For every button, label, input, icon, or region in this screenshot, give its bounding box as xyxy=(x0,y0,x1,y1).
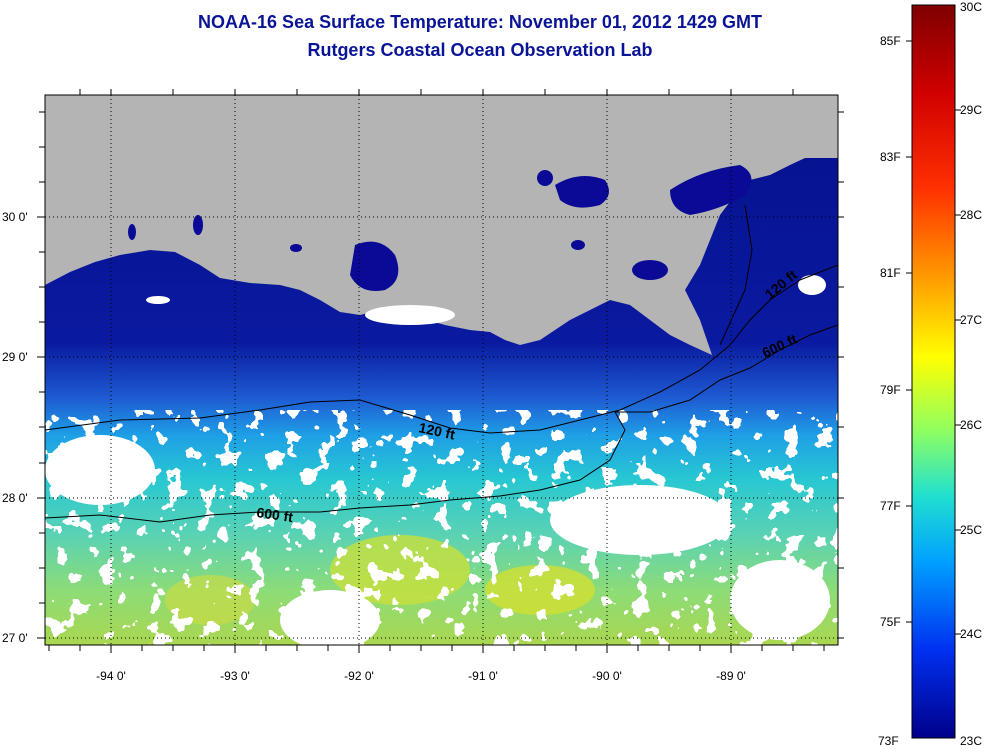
colorbar-fahrenheit-label: 81F xyxy=(880,266,901,280)
cloud-mask xyxy=(730,560,830,640)
cloud-mask xyxy=(365,305,455,325)
cloud-mask xyxy=(550,485,730,555)
inland-lake xyxy=(632,260,668,280)
colorbar-celsius-label: 29C xyxy=(960,103,982,117)
longitude-label: -91 0' xyxy=(468,669,498,683)
land-mass xyxy=(45,95,838,355)
colorbar-celsius-label: 25C xyxy=(960,523,982,537)
isobath-120ft xyxy=(45,264,838,434)
inland-lake xyxy=(193,215,203,235)
colorbar-fahrenheit-label: 85F xyxy=(880,34,901,48)
latitude-label: 27 0' xyxy=(2,631,28,645)
graticule xyxy=(45,95,838,645)
longitude-label: -94 0' xyxy=(96,669,126,683)
cloud-mask xyxy=(798,275,826,295)
colorbar-celsius-label: 28C xyxy=(960,208,982,222)
inland-lake xyxy=(350,241,399,291)
cloud-mask xyxy=(146,296,170,304)
colorbar-celsius-label: 26C xyxy=(960,418,982,432)
cloud-mask xyxy=(280,590,380,645)
inland-lake xyxy=(128,224,136,240)
colorbar-celsius-label: 23C xyxy=(960,734,982,748)
contour-label: 120 ft xyxy=(417,419,456,442)
inland-lake xyxy=(537,170,553,186)
latitude-label: 28 0' xyxy=(2,491,28,505)
colorbar-fahrenheit-label: 73F xyxy=(878,734,899,748)
latitude-label: 30 0' xyxy=(2,210,28,224)
inland-lake xyxy=(555,176,609,208)
longitude-label: -90 0' xyxy=(592,669,622,683)
isobath-600ft xyxy=(45,324,838,523)
cloud-mask xyxy=(45,435,155,505)
plot-frame xyxy=(44,94,839,646)
latitude-label: 29 0' xyxy=(2,350,28,364)
colorbar-fahrenheit-label: 79F xyxy=(880,383,901,397)
inland-lake xyxy=(290,244,302,252)
colorbar-celsius-label: 27C xyxy=(960,313,982,327)
temperature-colorbar xyxy=(911,4,956,739)
map-plot-area xyxy=(45,95,838,645)
colorbar-celsius-label: 24C xyxy=(960,627,982,641)
inland-lake xyxy=(670,165,752,215)
axis-ticks xyxy=(37,89,844,653)
map-title: NOAA-16 Sea Surface Temperature: Novembe… xyxy=(198,12,762,32)
map-subtitle: Rutgers Coastal Ocean Observation Lab xyxy=(307,40,653,60)
inland-lake xyxy=(571,240,585,250)
colorbar-ticks xyxy=(906,40,961,635)
longitude-label: -89 0' xyxy=(716,669,746,683)
isobath-120ft xyxy=(719,204,753,346)
contour-label: 600 ft xyxy=(256,504,295,525)
colorbar-celsius-label: 30C xyxy=(960,0,982,14)
colorbar-fahrenheit-label: 83F xyxy=(880,150,901,164)
colorbar-fahrenheit-label: 77F xyxy=(880,499,901,513)
longitude-label: -93 0' xyxy=(220,669,250,683)
longitude-label: -92 0' xyxy=(344,669,374,683)
colorbar-fahrenheit-label: 75F xyxy=(880,615,901,629)
